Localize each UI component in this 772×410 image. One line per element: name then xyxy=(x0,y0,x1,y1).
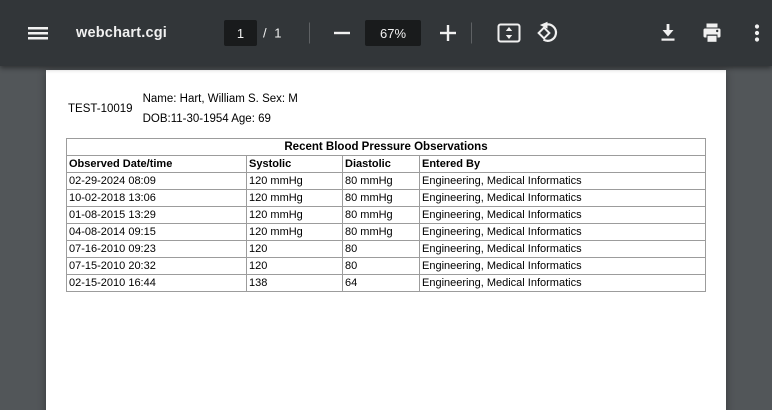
toolbar-separator xyxy=(309,22,310,44)
patient-name-line: Name: Hart, William S. Sex: M xyxy=(142,93,298,105)
table-cell: 07-15-2010 20:32 xyxy=(66,257,247,275)
table-cell: 04-08-2014 09:15 xyxy=(66,223,247,241)
table-row: 04-08-2014 09:15 120 mmHg 80 mmHg Engineeri… xyxy=(66,223,706,241)
page-count-label: / 1 xyxy=(263,25,284,41)
table-header-row: Observed Date/time Systolic Diastolic Enter… xyxy=(66,155,706,173)
page-number-input[interactable] xyxy=(224,20,257,46)
table-cell: 64 xyxy=(342,274,420,292)
document-title: webchart.cgi xyxy=(76,25,168,41)
minus-icon xyxy=(334,31,350,35)
table-cell: 80 mmHg xyxy=(342,189,420,207)
table-cell: 07-16-2010 09:23 xyxy=(66,240,247,258)
table-row: 02-15-2010 16:44 138 64 Engineering, Medica… xyxy=(66,274,706,292)
table-cell: Engineering, Medical Informatics xyxy=(419,172,706,190)
print-icon xyxy=(703,23,721,42)
pdf-toolbar: webchart.cgi / 1 xyxy=(0,0,772,66)
download-button[interactable] xyxy=(652,17,684,49)
table-cell: 02-15-2010 16:44 xyxy=(66,274,247,292)
column-header: Diastolic xyxy=(342,155,420,173)
hamburger-menu-icon[interactable] xyxy=(22,17,54,49)
table-row: 01-08-2015 13:29 120 mmHg 80 mmHg Engineeri… xyxy=(66,206,706,224)
table-cell: 120 mmHg xyxy=(246,172,343,190)
table-title: Recent Blood Pressure Observations xyxy=(66,138,706,156)
table-cell: 120 mmHg xyxy=(246,223,343,241)
patient-id: TEST-10019 xyxy=(68,103,133,115)
table-cell: 02-29-2024 08:09 xyxy=(66,172,247,190)
rotate-button[interactable] xyxy=(533,17,565,49)
table-cell: 120 xyxy=(246,240,343,258)
plus-icon xyxy=(440,25,456,41)
table-cell: 80 xyxy=(342,240,420,258)
table-cell: Engineering, Medical Informatics xyxy=(419,189,706,207)
table-cell: 80 xyxy=(342,257,420,275)
table-cell: Engineering, Medical Informatics xyxy=(419,257,706,275)
zoom-in-button[interactable] xyxy=(432,17,464,49)
table-cell: Engineering, Medical Informatics xyxy=(419,274,706,292)
table-cell: 80 mmHg xyxy=(342,172,420,190)
table-cell: 80 mmHg xyxy=(342,223,420,241)
more-options-button[interactable] xyxy=(744,17,770,49)
page-canvas: TEST-10019 Name: Hart, William S. Sex: M… xyxy=(46,70,726,410)
table-cell: Engineering, Medical Informatics xyxy=(419,240,706,258)
patient-dob-line: DOB:11-30-1954 Age: 69 xyxy=(142,113,271,125)
fit-to-page-button[interactable] xyxy=(493,17,525,49)
viewer-background: TEST-10019 Name: Hart, William S. Sex: M… xyxy=(0,66,772,410)
rotate-counterclockwise-icon xyxy=(537,21,558,42)
column-header: Entered By xyxy=(419,155,706,173)
table-cell: 01-08-2015 13:29 xyxy=(66,206,247,224)
zoom-level-input[interactable] xyxy=(365,20,421,46)
table-cell: 120 xyxy=(246,257,343,275)
print-button[interactable] xyxy=(696,17,728,49)
three-dot-menu-icon xyxy=(754,24,760,42)
bp-table: Recent Blood Pressure Observations Obser… xyxy=(66,138,706,292)
table-cell: 80 mmHg xyxy=(342,206,420,224)
table-title-row: Recent Blood Pressure Observations xyxy=(66,138,706,156)
patient-header: TEST-10019 Name: Hart, William S. Sex: M… xyxy=(68,89,298,129)
zoom-out-button[interactable] xyxy=(326,17,358,49)
table-cell: 10-02-2018 13:06 xyxy=(66,189,247,207)
table-row: 07-16-2010 09:23 120 80 Engineering, Medica… xyxy=(66,240,706,258)
table-cell: Engineering, Medical Informatics xyxy=(419,223,706,241)
table-row: 07-15-2010 20:32 120 80 Engineering, Medica… xyxy=(66,257,706,275)
toolbar-separator xyxy=(471,22,472,44)
table-cell: Engineering, Medical Informatics xyxy=(419,206,706,224)
download-icon xyxy=(661,24,675,41)
hamburger-menu-glyph xyxy=(28,27,48,40)
column-header: Systolic xyxy=(246,155,343,173)
table-row: 10-02-2018 13:06 120 mmHg 80 mmHg Engineeri… xyxy=(66,189,706,207)
table-cell: 138 xyxy=(246,274,343,292)
patient-demographics: Name: Hart, William S. Sex: M DOB:11-30-… xyxy=(143,89,298,129)
column-header: Observed Date/time xyxy=(66,155,247,173)
table-cell: 120 mmHg xyxy=(246,189,343,207)
table-cell: 120 mmHg xyxy=(246,206,343,224)
fit-to-page-icon xyxy=(497,23,521,43)
table-row: 02-29-2024 08:09 120 mmHg 80 mmHg Engineeri… xyxy=(66,172,706,190)
